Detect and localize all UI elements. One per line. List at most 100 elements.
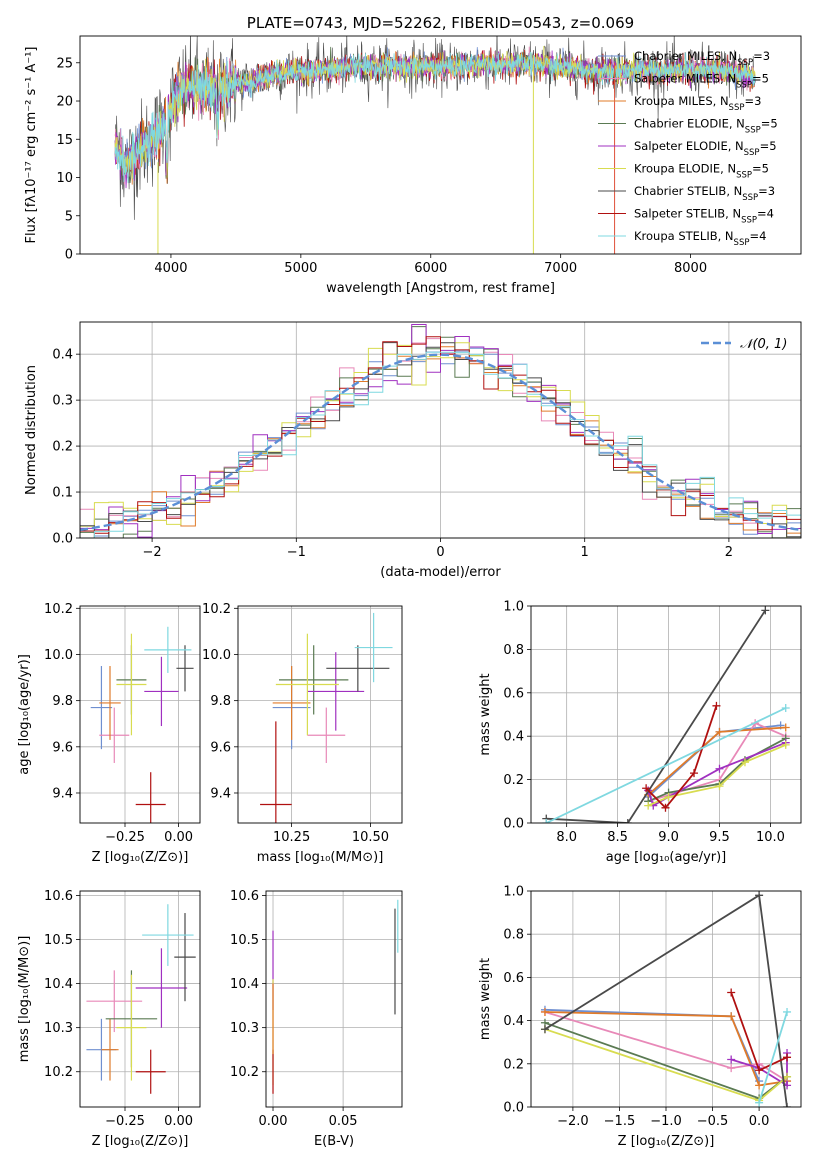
x-tick-label: 5000 xyxy=(284,261,317,276)
mass_vs_Z-panel: −0.25 0.00 10.2 10.3 10.4 10.5 10.6 Z [log₁₀(Z/… xyxy=(17,889,201,1149)
y-tick-label: 9.8 xyxy=(210,694,231,709)
weight_vs_Z-panel: −2.0 −1.5 −1.0 −0.5 0.0 0.0 0.2 0.4 0.6 0.8 1.0 Z [… xyxy=(478,885,802,1149)
y-tick-label: 20 xyxy=(56,95,73,110)
y-tick-label: 10.6 xyxy=(230,889,259,904)
series-marker xyxy=(727,1012,736,1021)
y-tick-label: 10.2 xyxy=(44,602,73,617)
series-marker xyxy=(540,1025,549,1034)
y-tick-label: 15 xyxy=(56,133,73,148)
age_vs_Z-panel: −0.25 0.00 9.4 9.6 9.8 10.0 10.2 Z [log₁₀(Z/Z⊙)… xyxy=(17,602,201,865)
y-tick-label: 5 xyxy=(65,209,73,224)
x-axis-label: E(B-V) xyxy=(314,1134,354,1149)
legend-label: Salpeter MILES, NSSP=5 xyxy=(634,72,769,91)
series-marker xyxy=(623,819,632,823)
y-tick-label: 0.1 xyxy=(52,486,73,501)
series-marker xyxy=(661,803,670,812)
chart-title: PLATE=0743, MJD=52262, FIBERID=0543, z=0… xyxy=(247,14,634,32)
errorbars xyxy=(272,899,399,1094)
x-tick-label: 0.00 xyxy=(259,1114,288,1129)
x-tick-label: 4000 xyxy=(154,261,187,276)
y-tick-label: 10.2 xyxy=(44,1065,73,1080)
series-marker xyxy=(715,727,724,736)
y-tick-label: 0.2 xyxy=(52,440,73,455)
y-tick-label: 0.0 xyxy=(503,1101,524,1116)
series-lines xyxy=(542,606,790,823)
mass_vs_ebv-panel: 0.00 0.05 10.2 10.3 10.4 10.5 10.6 E(B-V) xyxy=(230,889,403,1149)
age_vs_mass-panel: 10.25 10.50 9.4 9.6 9.8 10.0 10.2 mass [log₁₀(M… xyxy=(202,602,403,865)
series-marker xyxy=(783,1007,792,1016)
x-tick-label: −0.25 xyxy=(105,830,145,845)
y-tick-label: 10.3 xyxy=(230,1021,259,1036)
y-tick-label: 0.8 xyxy=(503,928,524,943)
spectrum-panel: 4000 5000 6000 7000 8000 0 5 10 15 20 25 wavelength… xyxy=(24,14,802,296)
x-tick-label: 0.05 xyxy=(329,1114,358,1129)
y-axis-label: Normed distribution xyxy=(24,365,39,495)
series-marker xyxy=(761,606,770,615)
y-tick-label: 9.4 xyxy=(210,786,231,801)
x-tick-label: −2.0 xyxy=(557,1114,589,1129)
y-tick-label: 10.0 xyxy=(202,648,231,663)
legend: Chabrier MILES, NSSP=3 Salpeter MILES, NS… xyxy=(598,49,778,248)
y-tick-label: 9.6 xyxy=(210,740,231,755)
series-marker xyxy=(783,1103,792,1107)
series-marker xyxy=(727,988,736,997)
legend-label: Kroupa STELIB, NSSP=4 xyxy=(634,229,766,248)
x-tick-label: 8.0 xyxy=(556,830,577,845)
x-tick-label: 0 xyxy=(436,545,444,560)
series-marker xyxy=(712,701,721,710)
series-line xyxy=(544,1011,788,1087)
series-marker xyxy=(755,891,764,900)
x-axis-label: (data-model)/error xyxy=(380,565,501,580)
series-line xyxy=(545,707,787,823)
legend-label: Salpeter ELODIE, NSSP=5 xyxy=(634,139,777,158)
series-line xyxy=(544,1011,788,1082)
x-tick-label: −1 xyxy=(287,545,306,560)
x-axis-label: age [log₁₀(age/yr)] xyxy=(606,850,727,865)
series-marker xyxy=(755,1066,764,1075)
series-marker xyxy=(727,1064,736,1073)
y-axis-label: Flux [fλ10⁻¹⁷ erg cm⁻² s⁻¹ A⁻¹] xyxy=(24,47,39,244)
y-tick-label: 0.4 xyxy=(503,1014,524,1029)
y-tick-label: 0.3 xyxy=(52,394,73,409)
x-tick-label: −2 xyxy=(143,545,162,560)
x-tick-label: 8.5 xyxy=(607,830,628,845)
weight_vs_age-panel: 8.0 8.5 9.0 9.5 10.0 0.0 0.2 0.4 0.6 0.8 1.0 age [l… xyxy=(478,600,802,865)
y-tick-label: 0.4 xyxy=(52,348,73,363)
y-tick-label: 10.5 xyxy=(230,933,259,948)
x-tick-label: −0.5 xyxy=(697,1114,729,1129)
errorbars xyxy=(90,626,194,823)
y-tick-label: 0.0 xyxy=(52,532,73,547)
x-tick-label: 2 xyxy=(725,545,733,560)
series-marker xyxy=(540,1007,549,1016)
normal-curve xyxy=(80,353,801,532)
axes-frame xyxy=(79,321,802,539)
series-marker xyxy=(664,792,673,801)
series-marker xyxy=(781,740,790,749)
x-tick-label: 10.25 xyxy=(273,830,310,845)
errorbars xyxy=(86,904,196,1094)
axes-frame xyxy=(530,890,802,1108)
y-tick-label: 10.4 xyxy=(230,977,259,992)
y-tick-label: 0.4 xyxy=(503,730,524,745)
y-tick-label: 9.6 xyxy=(52,740,73,755)
series-marker xyxy=(783,1072,792,1081)
axes-frame xyxy=(79,605,201,824)
series-marker xyxy=(715,782,724,791)
axes-frame xyxy=(265,890,403,1108)
x-tick-label: 0.0 xyxy=(749,1114,770,1129)
x-axis-label: Z [log₁₀(Z/Z⊙)] xyxy=(92,1134,189,1149)
series-lines xyxy=(540,891,792,1107)
y-tick-label: 10.6 xyxy=(44,889,73,904)
legend-label: 𝒩(0, 1) xyxy=(740,337,787,352)
y-tick-label: 10.0 xyxy=(44,648,73,663)
x-tick-label: 9.5 xyxy=(709,830,730,845)
y-axis-label: mass weight xyxy=(478,958,493,1040)
series-marker xyxy=(715,764,724,773)
series-marker xyxy=(644,801,653,810)
x-axis-label: Z [log₁₀(Z/Z⊙)] xyxy=(92,850,189,865)
y-tick-label: 1.0 xyxy=(503,885,524,900)
x-tick-label: 9.0 xyxy=(658,830,679,845)
series-line xyxy=(546,609,767,823)
axes-frame xyxy=(237,605,403,824)
